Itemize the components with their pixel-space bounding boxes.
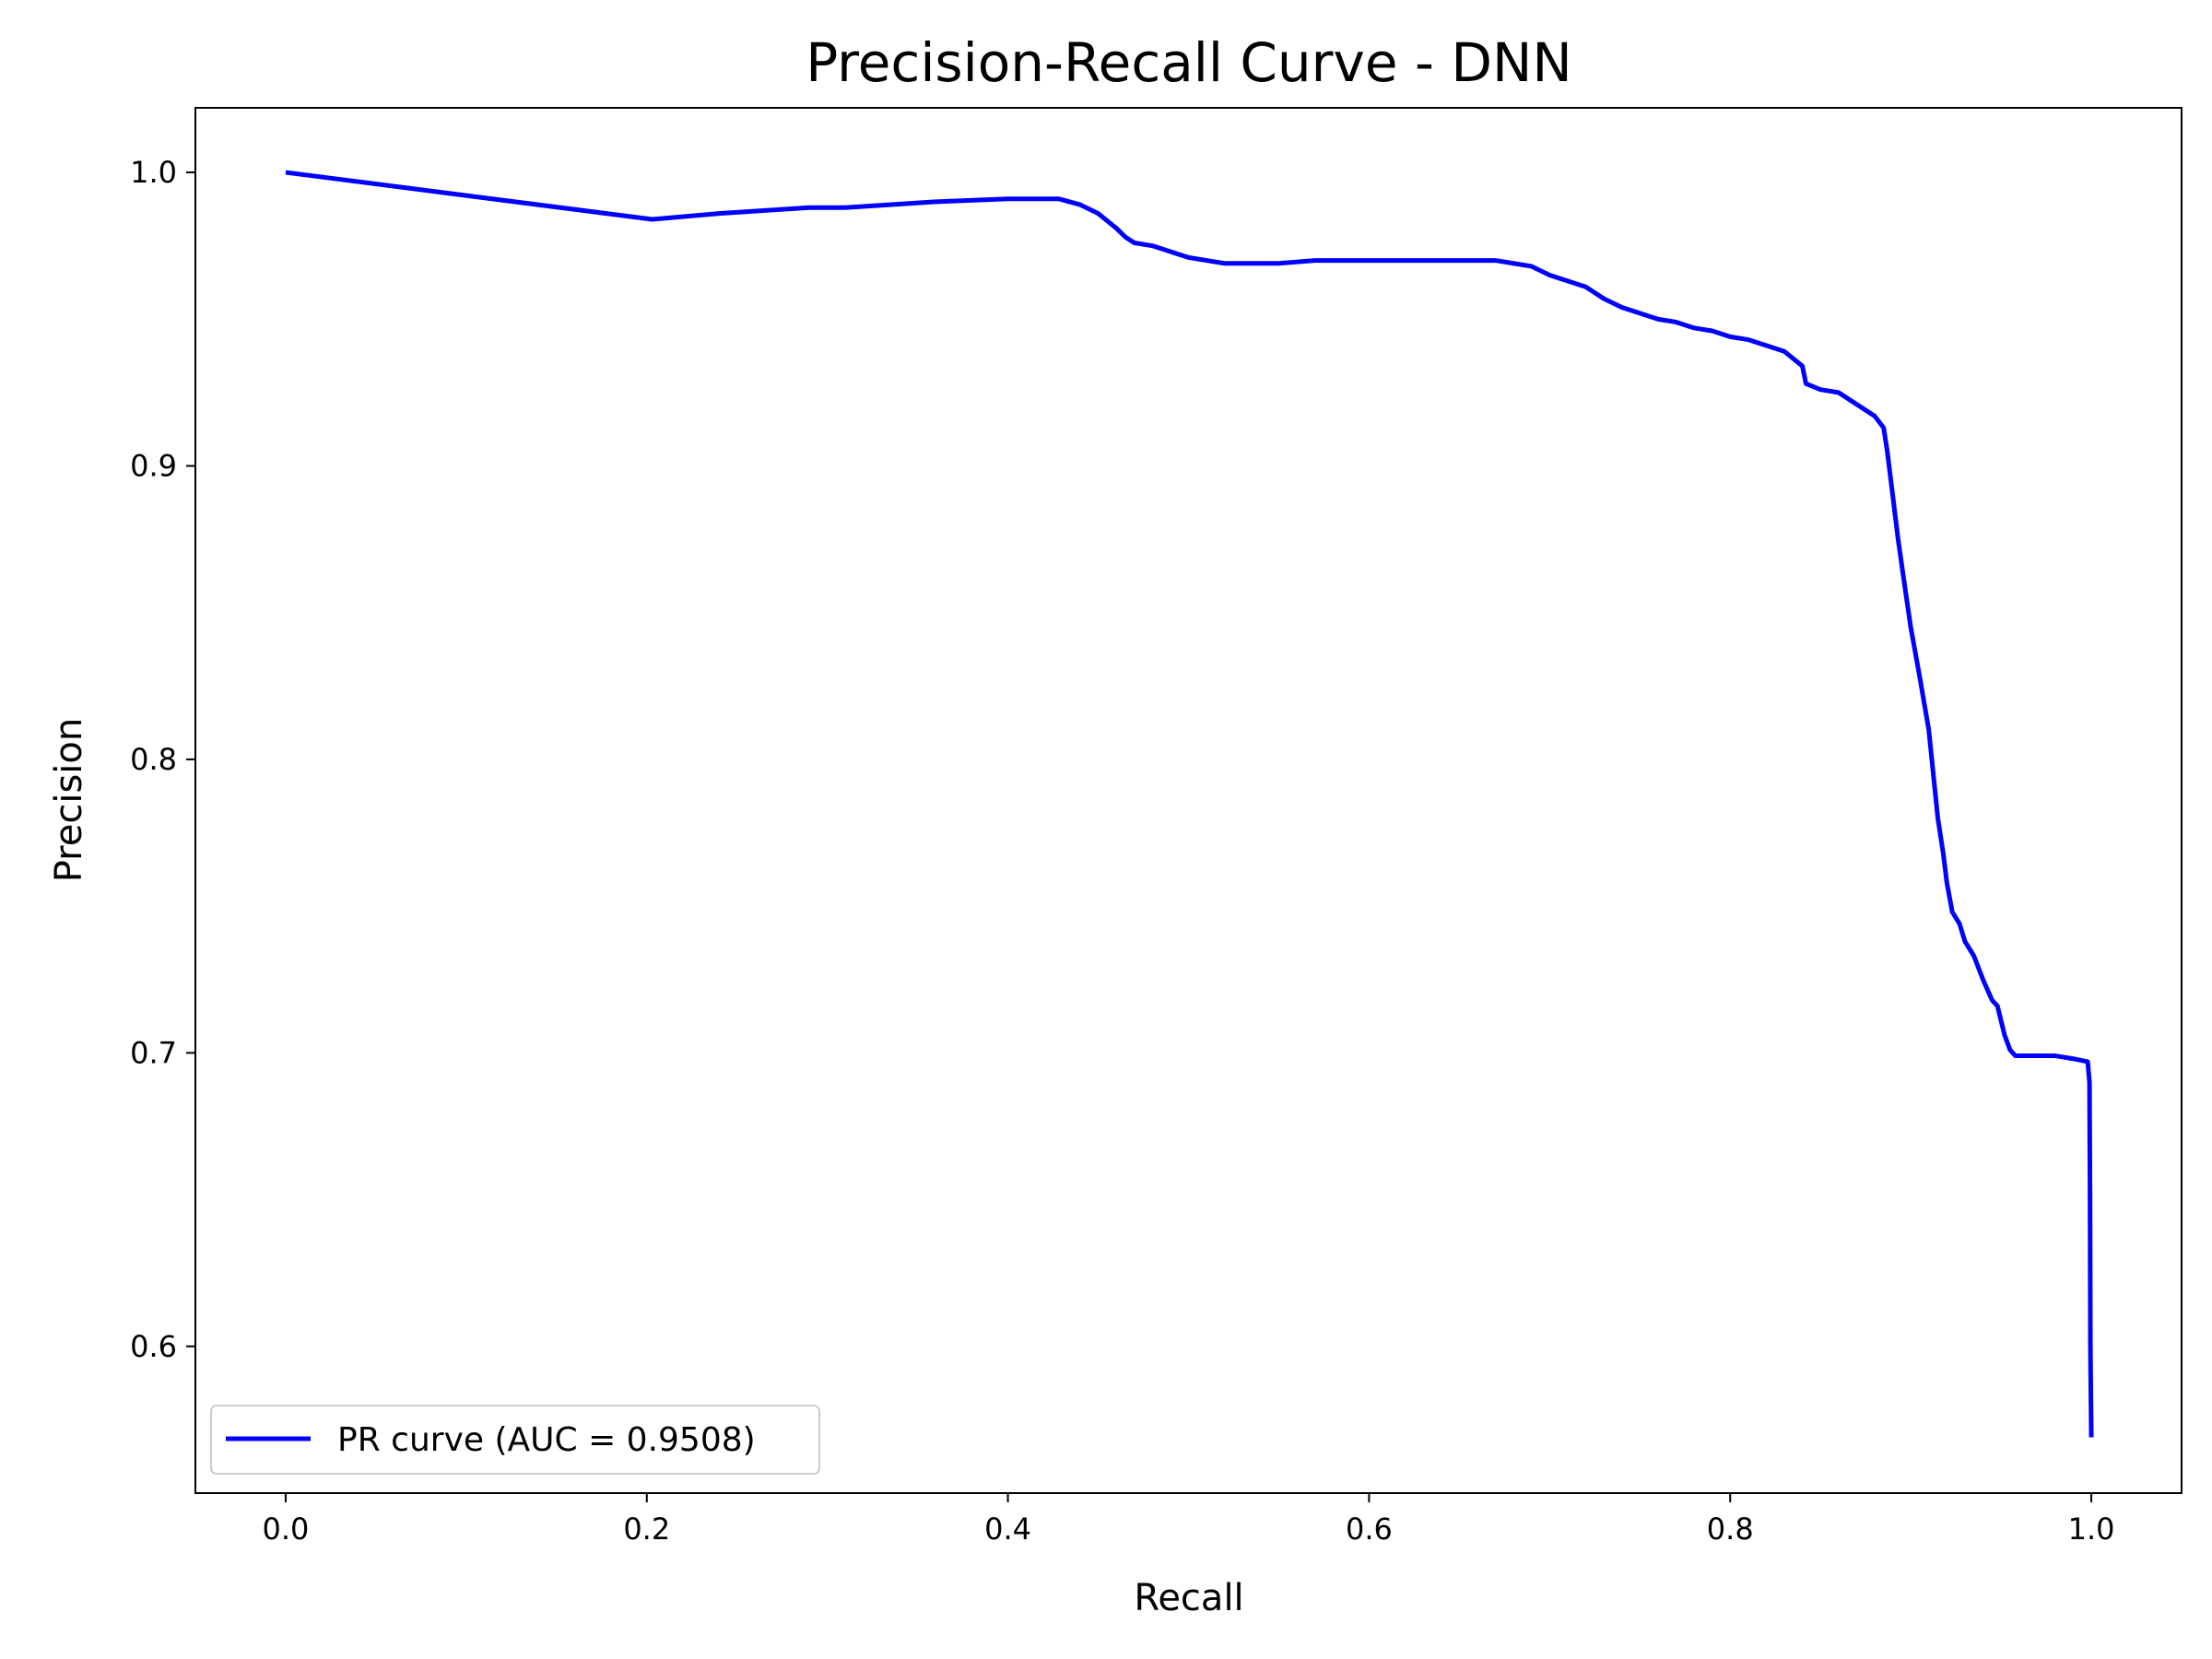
- y-tick-label: 0.9: [130, 448, 177, 483]
- x-tick-label: 0.6: [1346, 1512, 1393, 1547]
- x-axis-label: Recall: [1134, 1577, 1243, 1619]
- x-tick-label: 0.0: [263, 1512, 310, 1547]
- y-tick-label: 0.8: [130, 742, 177, 777]
- x-tick-label: 1.0: [2068, 1512, 2115, 1547]
- plot-area-frame: [194, 107, 2183, 1494]
- x-axis-ticks: 0.0 0.2 0.4 0.6 0.8 1.0: [263, 1493, 2115, 1547]
- series-line-0: [285, 170, 2094, 1438]
- y-axis-label: Precision: [48, 718, 90, 882]
- x-tick-label: 0.4: [984, 1512, 1031, 1547]
- legend: PR curve (AUC = 0.9508): [210, 1405, 820, 1475]
- y-axis-ticks: 0.6 0.7 0.8 0.9 1.0: [130, 155, 195, 1364]
- legend-entry-label: PR curve (AUC = 0.9508): [337, 1421, 756, 1459]
- chart-title: Precision-Recall Curve - DNN: [806, 31, 1572, 94]
- y-tick-label: 0.6: [130, 1329, 177, 1364]
- y-tick-label: 1.0: [130, 155, 177, 190]
- x-tick-label: 0.8: [1707, 1512, 1754, 1547]
- series-layer: [285, 170, 2094, 1438]
- legend-box: [210, 1405, 820, 1475]
- y-tick-label: 0.7: [130, 1035, 177, 1070]
- x-tick-label: 0.2: [623, 1512, 670, 1547]
